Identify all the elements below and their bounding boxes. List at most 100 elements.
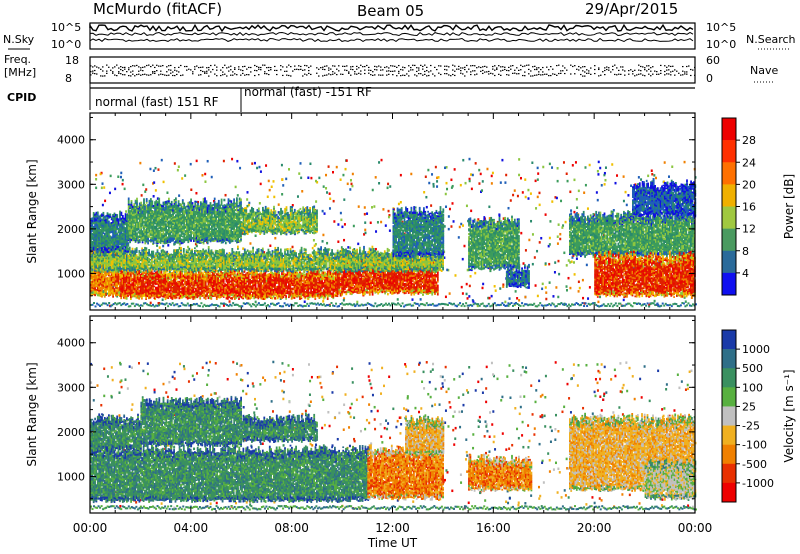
- freq-trace-dot: [426, 75, 428, 76]
- data-speckle: [515, 290, 517, 293]
- freq-trace-dot: [634, 70, 636, 71]
- freq-trace-dot: [172, 75, 174, 76]
- data-speckle: [343, 198, 345, 201]
- data-speckle: [599, 167, 601, 170]
- freq-trace-dot: [94, 70, 96, 71]
- data-speckle: [268, 180, 270, 183]
- data-speckle: [573, 179, 575, 182]
- freq-trace-dot: [366, 65, 368, 66]
- freq-trace-dot: [570, 65, 572, 66]
- freq-trace-dot: [618, 70, 620, 71]
- freq-trace-dot: [664, 74, 666, 75]
- freq-trace-dot: [672, 71, 674, 72]
- data-speckle: [626, 204, 628, 207]
- freq-trace-dot: [324, 66, 326, 67]
- data-speckle: [615, 182, 617, 185]
- freq-trace-dot: [342, 66, 344, 67]
- nsky-label: N.Sky: [3, 33, 35, 46]
- data-speckle: [260, 183, 262, 186]
- freq-trace-dot: [534, 66, 536, 67]
- freq-trace-dot: [598, 75, 600, 76]
- data-speckle: [120, 172, 122, 175]
- freq-trace-dot: [546, 74, 548, 75]
- nsearch-label: N.Search: [746, 33, 796, 46]
- data-speckle: [102, 182, 104, 185]
- data-speckle: [576, 198, 578, 201]
- freq-trace-dot: [256, 70, 258, 71]
- data-speckle: [344, 223, 346, 226]
- data-speckle: [254, 162, 256, 165]
- freq-trace-dot: [468, 69, 470, 70]
- data-speckle: [337, 240, 339, 243]
- data-speckle: [558, 273, 560, 276]
- data-speckle: [566, 264, 568, 267]
- freq-trace-dot: [372, 75, 374, 76]
- freq-trace-dot: [632, 71, 634, 72]
- freq-trace-dot: [530, 75, 532, 76]
- freq-trace-dot: [136, 74, 138, 75]
- freq-trace-dot: [352, 66, 354, 67]
- data-speckle: [100, 173, 102, 176]
- freq-trace-dot: [658, 74, 660, 75]
- freq-trace-dot: [324, 75, 326, 76]
- freq-trace-dot: [116, 65, 118, 66]
- freq-trace-dot: [614, 65, 616, 66]
- data-speckle: [256, 167, 258, 170]
- freq-trace-dot: [428, 71, 430, 72]
- freq-trace-dot: [258, 74, 260, 75]
- freq-trace-dot: [666, 67, 668, 68]
- data-speckle: [425, 196, 427, 199]
- data-speckle: [647, 175, 649, 178]
- freq-trace-dot: [144, 66, 146, 67]
- data-speckle: [587, 207, 589, 210]
- freq-trace-dot: [126, 71, 128, 72]
- freq-trace-dot: [224, 74, 226, 75]
- data-speckle: [163, 181, 165, 184]
- freq-trace-dot: [118, 73, 120, 74]
- freq-trace-dot: [624, 70, 626, 71]
- freq-trace-dot: [424, 74, 426, 75]
- freq-trace-dot: [574, 73, 576, 74]
- freq-trace-dot: [594, 65, 596, 66]
- freq-trace-dot: [436, 69, 438, 70]
- data-speckle: [467, 297, 469, 300]
- freq-trace-dot: [606, 69, 608, 70]
- freq-trace-dot: [636, 74, 638, 75]
- freq-trace-dot: [206, 73, 208, 74]
- freq-trace-dot: [188, 69, 190, 70]
- data-speckle: [596, 191, 598, 194]
- data-speckle: [460, 184, 462, 187]
- data-speckle: [534, 256, 536, 259]
- freq-trace-dot: [422, 66, 424, 67]
- freq-trace-dot: [546, 67, 548, 68]
- data-speckle: [430, 204, 432, 207]
- freq-trace-dot: [452, 65, 454, 66]
- data-speckle: [554, 261, 556, 264]
- data-speckle: [239, 167, 241, 170]
- freq-trace-dot: [438, 73, 440, 74]
- data-speckle: [159, 246, 161, 249]
- data-speckle: [578, 190, 580, 193]
- freq-trace-dot: [418, 69, 420, 70]
- data-speckle: [225, 194, 227, 197]
- data-speckle: [597, 301, 599, 304]
- data-speckle: [445, 193, 447, 196]
- data-speckle: [377, 221, 379, 224]
- freq-trace-dot: [234, 73, 236, 74]
- data-speckle: [153, 181, 155, 184]
- freq-trace-dot: [608, 70, 610, 71]
- freq-trace-dot: [270, 69, 272, 70]
- power-heatmap: 1000200030004000Slant Range [km]: [25, 113, 697, 310]
- freq-trace-dot: [360, 65, 362, 66]
- freq-trace-dot: [620, 66, 622, 67]
- freq-trace-dot: [162, 74, 164, 75]
- freq-trace-dot: [230, 75, 232, 76]
- freq-trace-dot: [286, 66, 288, 67]
- freq-trace-dot: [660, 70, 662, 71]
- freq-trace-dot: [120, 66, 122, 67]
- freq-trace-dot: [360, 74, 362, 75]
- nsearch-tick-top: 10^5: [706, 21, 736, 34]
- data-speckle: [350, 179, 352, 182]
- freq-trace-dot: [224, 65, 226, 66]
- data-speckle: [551, 200, 553, 203]
